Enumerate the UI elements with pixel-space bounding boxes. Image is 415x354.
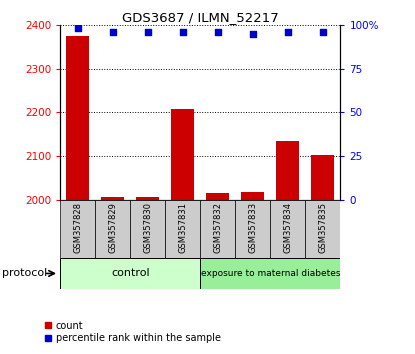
- Bar: [165, 200, 200, 258]
- Bar: [242, 192, 264, 200]
- Bar: [101, 197, 124, 200]
- Point: [249, 31, 256, 36]
- Text: GSM357831: GSM357831: [178, 202, 187, 253]
- Text: exposure to maternal diabetes: exposure to maternal diabetes: [200, 269, 340, 278]
- Point: [284, 29, 291, 35]
- Bar: [66, 36, 89, 200]
- Bar: [60, 200, 95, 258]
- Title: GDS3687 / ILMN_52217: GDS3687 / ILMN_52217: [122, 11, 278, 24]
- Text: control: control: [111, 268, 149, 279]
- Text: GSM357833: GSM357833: [248, 202, 257, 253]
- Text: GSM357828: GSM357828: [73, 202, 82, 253]
- Bar: [200, 200, 235, 258]
- Text: GSM357835: GSM357835: [318, 202, 327, 253]
- Text: GSM357829: GSM357829: [108, 202, 117, 253]
- Bar: [311, 155, 334, 200]
- Bar: [130, 200, 165, 258]
- Bar: [137, 198, 159, 200]
- Bar: [305, 200, 340, 258]
- Text: protocol: protocol: [2, 268, 47, 278]
- Text: GSM357834: GSM357834: [283, 202, 292, 253]
- Bar: [171, 109, 194, 200]
- Point: [74, 25, 81, 31]
- Point: [179, 29, 186, 35]
- Bar: [95, 200, 130, 258]
- Text: GSM357832: GSM357832: [213, 202, 222, 253]
- Bar: [206, 193, 229, 200]
- Point: [320, 29, 326, 35]
- Bar: [270, 200, 305, 258]
- Legend: count, percentile rank within the sample: count, percentile rank within the sample: [40, 317, 225, 347]
- Point: [215, 29, 221, 35]
- Point: [144, 29, 151, 35]
- Point: [110, 29, 116, 35]
- Text: GSM357830: GSM357830: [143, 202, 152, 253]
- Bar: [276, 141, 299, 200]
- Bar: [235, 200, 270, 258]
- Bar: [60, 258, 200, 289]
- Bar: [200, 258, 340, 289]
